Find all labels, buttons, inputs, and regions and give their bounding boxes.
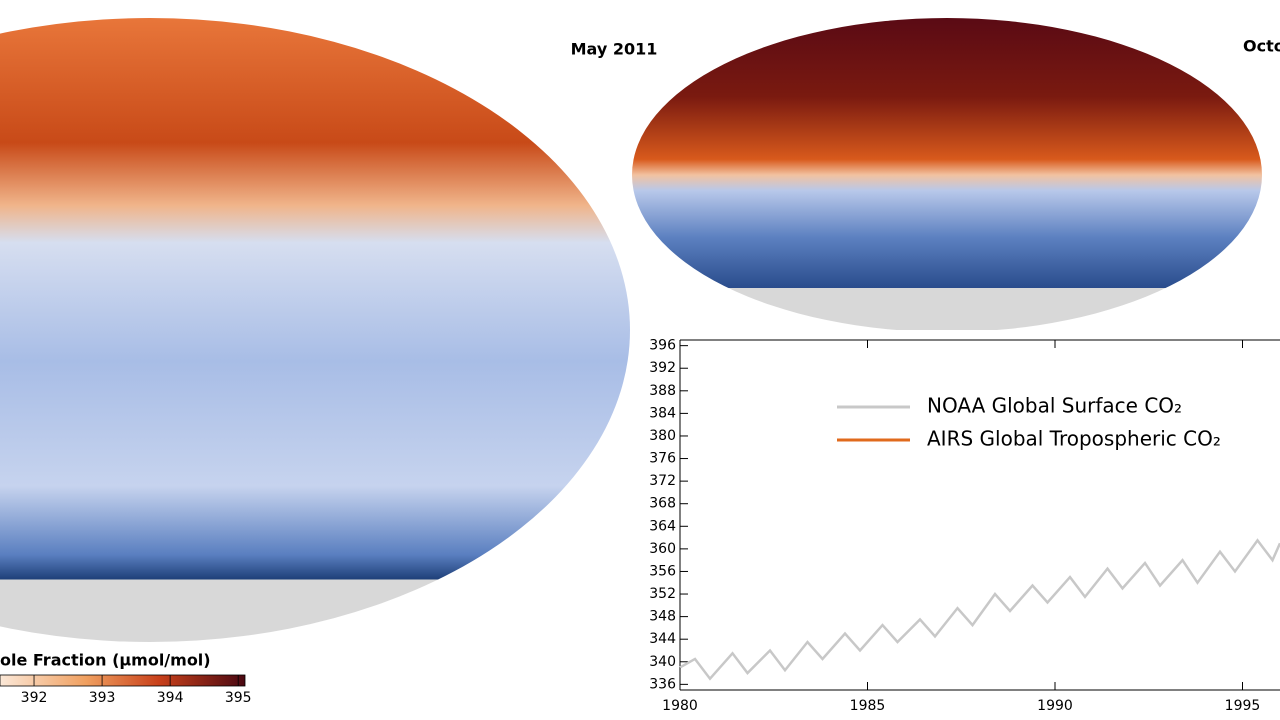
- y-tick-label: 388: [649, 383, 676, 399]
- x-tick-label: 1980: [662, 698, 698, 714]
- colorbar-tick-label: 394: [157, 690, 184, 706]
- y-tick-label: 380: [649, 428, 676, 444]
- y-tick-label: 392: [649, 360, 676, 376]
- y-tick-label: 396: [649, 338, 676, 354]
- x-tick-label: 1985: [850, 698, 886, 714]
- legend-label: AIRS Global Tropospheric CO₂: [927, 427, 1221, 451]
- colorbar-tick-label: 393: [89, 690, 116, 706]
- map-title: May 2011: [571, 40, 658, 59]
- colorbar: [0, 674, 246, 687]
- map-title: Octo: [1243, 37, 1280, 56]
- colorbar-tick-label: 392: [21, 690, 48, 706]
- y-tick-label: 356: [649, 563, 676, 579]
- y-tick-label: 376: [649, 451, 676, 467]
- y-tick-label: 368: [649, 496, 676, 512]
- y-tick-label: 348: [649, 609, 676, 625]
- y-tick-label: 344: [649, 631, 676, 647]
- data-line: [679, 538, 1280, 681]
- colorbar-label: ole Fraction (μmol/mol): [0, 651, 211, 670]
- colorbar-tick-label: 395: [225, 690, 252, 706]
- y-tick-label: 372: [649, 473, 676, 489]
- plot-background: [632, 330, 1280, 720]
- y-tick-label: 340: [649, 654, 676, 670]
- map-may: [0, 18, 630, 642]
- map-october: [632, 18, 1262, 332]
- y-tick-label: 360: [649, 541, 676, 557]
- x-tick-label: 1990: [1037, 698, 1073, 714]
- x-tick-label: 1995: [1225, 698, 1261, 714]
- y-tick-label: 384: [649, 405, 676, 421]
- y-tick-label: 352: [649, 586, 676, 602]
- y-tick-label: 364: [649, 518, 676, 534]
- legend-label: NOAA Global Surface CO₂: [927, 394, 1182, 418]
- y-tick-label: 336: [649, 676, 676, 692]
